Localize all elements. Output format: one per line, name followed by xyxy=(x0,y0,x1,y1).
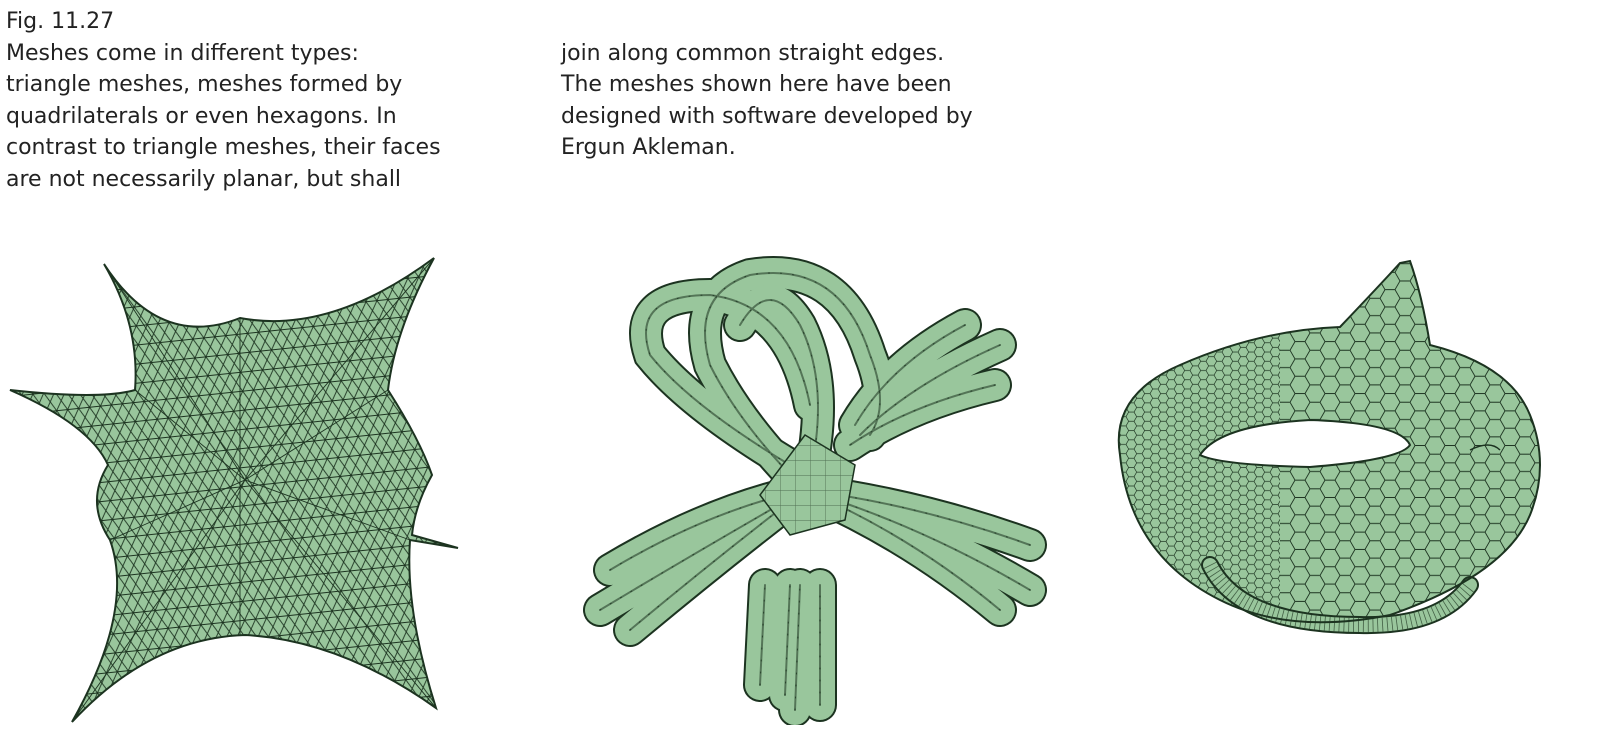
caption-line: Meshes come in different types: xyxy=(6,40,359,66)
caption-columns: Meshes come in different types: triangle… xyxy=(6,38,1006,196)
triangle-mesh-svg xyxy=(9,257,459,723)
caption-line: designed with software developed by xyxy=(561,103,973,129)
caption-line: join along common straight edges. xyxy=(561,40,945,66)
hexagon-mesh-illustration xyxy=(1110,255,1550,645)
caption-line: are not necessarily planar, but shall xyxy=(6,166,402,192)
quad-mesh-svg xyxy=(570,235,1060,725)
figure-label: Fig. 11.27 xyxy=(6,9,115,34)
caption-line: triangle meshes, meshes formed by xyxy=(6,72,403,97)
caption-column-2: join along common straight edges. The me… xyxy=(561,38,1006,196)
quad-mesh-illustration xyxy=(570,235,1060,725)
caption-line: The meshes shown here have been xyxy=(561,72,952,97)
figure-caption: Fig. 11.27 Meshes come in different type… xyxy=(6,6,1006,195)
caption-line: contrast to triangle meshes, their faces xyxy=(6,135,441,160)
hexagon-mesh-svg xyxy=(1117,260,1541,635)
caption-column-1: Meshes come in different types: triangle… xyxy=(6,38,561,196)
triangle-mesh-illustration xyxy=(0,240,480,740)
caption-line: quadrilaterals or even hexagons. In xyxy=(6,103,397,129)
caption-line: Ergun Akleman. xyxy=(561,135,736,160)
